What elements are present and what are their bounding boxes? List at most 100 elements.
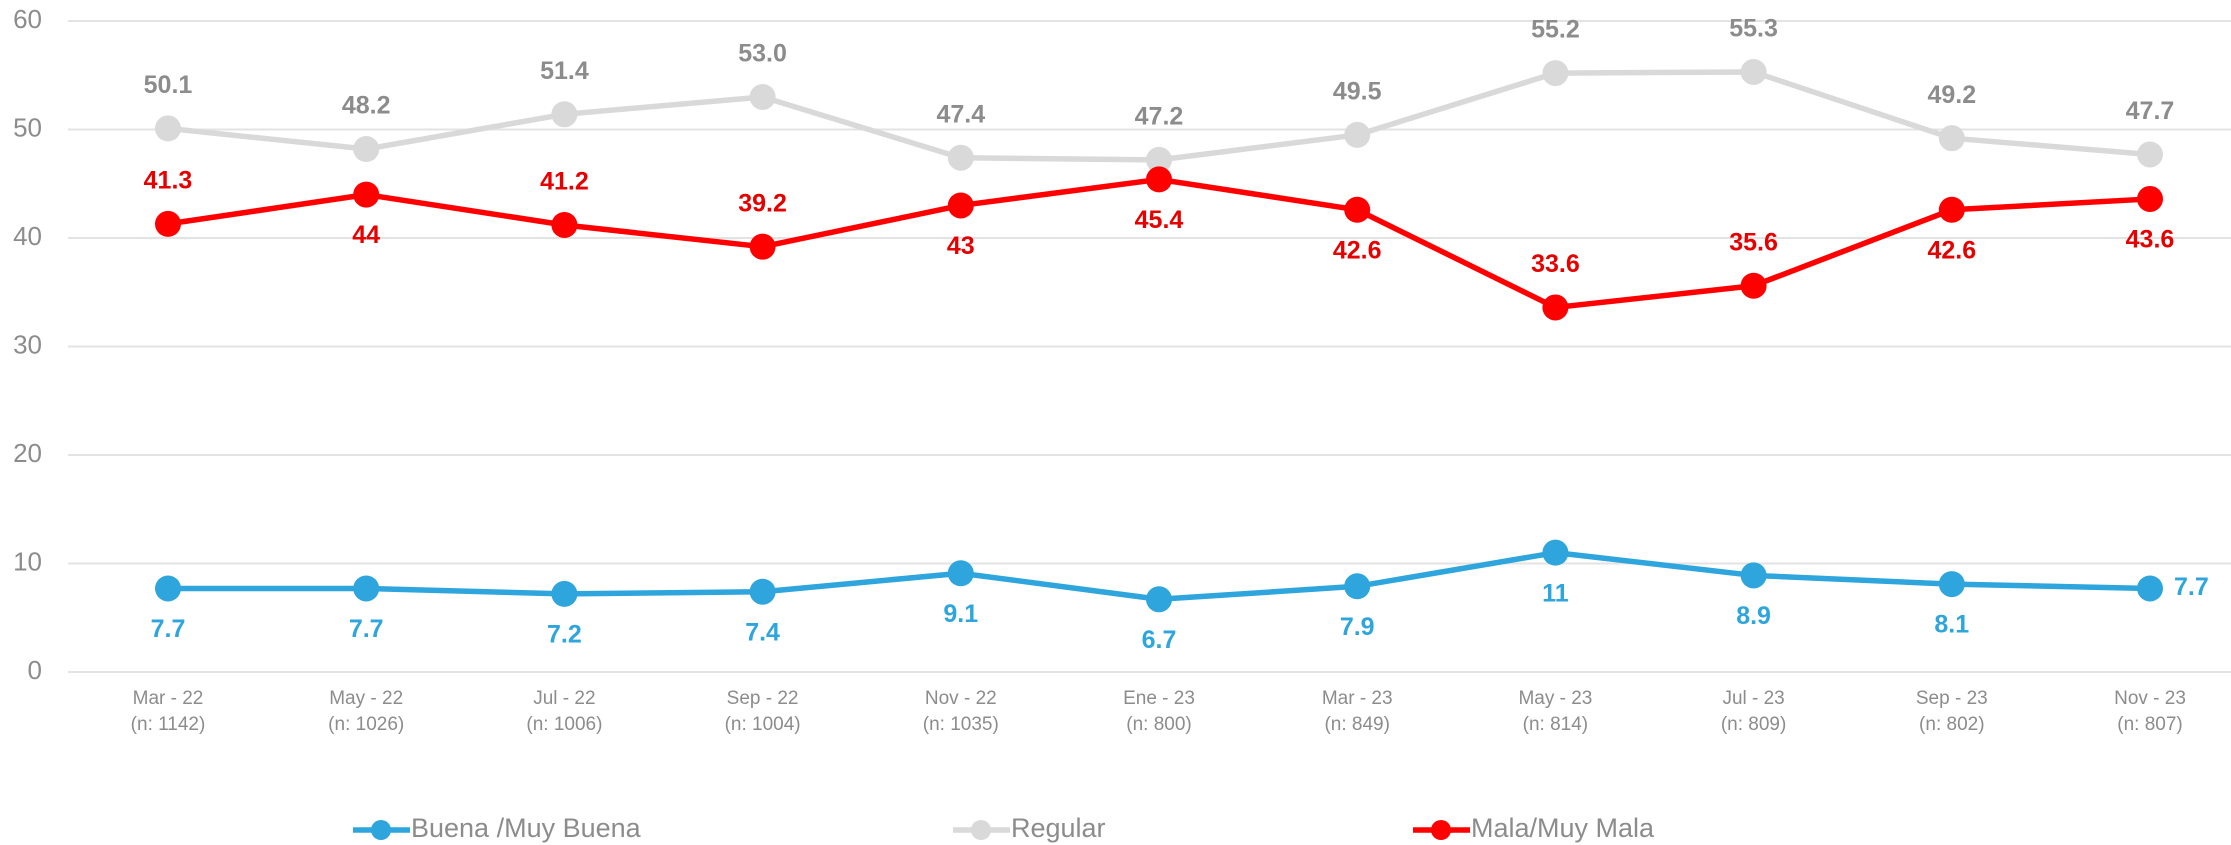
data-label: 8.9 (1736, 602, 1771, 630)
data-label: 35.6 (1729, 228, 1778, 256)
data-label: 43.6 (2126, 226, 2175, 254)
point (1146, 166, 1172, 193)
y-tick-label: 10 (13, 546, 42, 576)
data-label: 7.9 (1340, 613, 1375, 641)
data-label: 43 (947, 232, 975, 260)
point (749, 83, 776, 110)
x-tick-label: (n: 809) (1721, 714, 1786, 735)
point (1938, 196, 1965, 223)
point (155, 575, 181, 602)
point (2137, 575, 2163, 602)
data-label: 49.2 (1927, 81, 1976, 109)
data-label: 47.2 (1135, 102, 1184, 130)
point (1344, 121, 1371, 148)
data-label: 8.1 (1934, 611, 1969, 639)
y-tick-label: 20 (13, 438, 42, 468)
data-label: 41.3 (144, 167, 193, 195)
point (947, 192, 974, 219)
point (1146, 586, 1172, 613)
data-label: 50.1 (144, 71, 193, 99)
data-label: 42.6 (1927, 236, 1976, 264)
point (1740, 562, 1767, 589)
data-label: 45.4 (1135, 206, 1184, 234)
x-tick-label: (n: 1026) (328, 714, 404, 735)
point (1938, 125, 1965, 152)
point (1344, 573, 1371, 600)
y-tick-label: 50 (13, 112, 42, 142)
point (749, 233, 776, 260)
legend-marker (371, 820, 391, 840)
data-label: 7.4 (745, 618, 780, 646)
point (947, 144, 974, 171)
legend-marker (971, 820, 991, 840)
x-tick-label: Nov - 22 (925, 688, 997, 709)
point (1740, 58, 1767, 85)
x-tick-label: (n: 814) (1523, 714, 1588, 735)
legend-marker (1431, 820, 1451, 840)
point (551, 101, 578, 128)
legend-label: Mala/Muy Mala (1471, 813, 1655, 843)
x-tick-label: Ene - 23 (1123, 688, 1195, 709)
point (1344, 196, 1371, 223)
point (1146, 146, 1172, 173)
data-label: 55.3 (1729, 15, 1778, 43)
series-line (167, 176, 2151, 311)
point (1542, 60, 1569, 87)
data-label: 7.2 (547, 620, 582, 648)
point (551, 211, 578, 238)
y-tick-label: 0 (28, 655, 42, 685)
data-label: 7.7 (151, 615, 186, 643)
x-tick-label: (n: 802) (1919, 714, 1984, 735)
y-tick-label: 60 (13, 4, 42, 34)
point (353, 575, 380, 602)
x-tick-label: (n: 1004) (725, 714, 801, 735)
point (2137, 141, 2163, 168)
data-label: 51.4 (540, 57, 589, 85)
point (551, 580, 578, 607)
x-tick-label: (n: 1006) (526, 714, 602, 735)
point (1938, 571, 1965, 598)
x-tick-label: (n: 800) (1126, 714, 1191, 735)
data-label: 6.7 (1142, 626, 1177, 654)
data-label: 47.4 (936, 100, 985, 128)
point (2137, 185, 2163, 212)
data-label: 48.2 (342, 92, 391, 120)
data-label: 9.1 (943, 600, 978, 628)
x-tick-label: (n: 1035) (923, 714, 999, 735)
data-label: 47.7 (2126, 97, 2175, 125)
point (353, 136, 380, 163)
x-tick-label: May - 22 (329, 688, 403, 709)
x-tick-label: May - 23 (1518, 688, 1592, 709)
point (155, 210, 181, 237)
x-tick-label: Sep - 22 (727, 688, 799, 709)
data-label: 41.2 (540, 168, 589, 196)
y-tick-label: 30 (13, 329, 42, 359)
point (1542, 539, 1569, 566)
point (1542, 294, 1569, 321)
data-label: 39.2 (738, 189, 787, 217)
x-tick-label: Jul - 23 (1722, 688, 1784, 709)
data-label: 44 (352, 221, 380, 249)
x-tick-label: (n: 849) (1324, 714, 1389, 735)
y-tick-label: 40 (13, 221, 42, 251)
data-label: 42.6 (1333, 236, 1382, 264)
x-tick-label: Sep - 23 (1916, 688, 1988, 709)
point (155, 115, 181, 142)
data-label: 7.7 (2174, 573, 2209, 601)
x-tick-label: (n: 1142) (131, 714, 206, 735)
x-tick-label: Jul - 22 (533, 688, 595, 709)
point (1740, 272, 1767, 299)
data-label: 53.0 (738, 40, 787, 68)
legend-label: Regular (1011, 813, 1106, 843)
x-tick-label: Nov - 23 (2114, 688, 2186, 709)
data-label: 55.2 (1531, 16, 1580, 44)
point (947, 560, 974, 587)
point (749, 578, 776, 605)
legend-label: Buena /Muy Buena (411, 813, 642, 843)
data-label: 33.6 (1531, 250, 1580, 278)
x-tick-label: Mar - 23 (1322, 688, 1393, 709)
data-label: 11 (1542, 579, 1569, 607)
x-tick-label: (n: 807) (2117, 714, 2182, 735)
data-label: 7.7 (349, 615, 384, 643)
